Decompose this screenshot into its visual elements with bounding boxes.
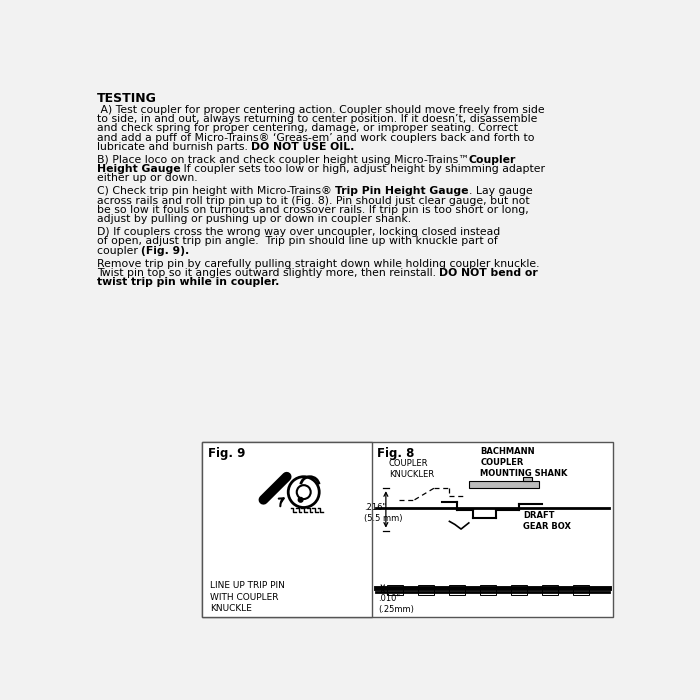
Circle shape xyxy=(298,498,303,502)
Text: Trip Pin Height Gauge: Trip Pin Height Gauge xyxy=(335,186,469,197)
FancyArrowPatch shape xyxy=(279,498,284,506)
Text: lubricate and burnish parts.: lubricate and burnish parts. xyxy=(97,141,251,152)
Bar xyxy=(449,584,465,595)
Bar xyxy=(542,584,558,595)
Text: DO NOT USE OIL.: DO NOT USE OIL. xyxy=(251,141,355,152)
Text: C) Check trip pin height with Micro-Trains®: C) Check trip pin height with Micro-Trai… xyxy=(97,186,335,197)
Text: Fig. 8: Fig. 8 xyxy=(377,447,414,460)
Text: .010"
(.25mm): .010" (.25mm) xyxy=(378,594,414,614)
Text: either up or down.: either up or down. xyxy=(97,174,197,183)
Text: of open, adjust trip pin angle.  Trip pin should line up with knuckle part of: of open, adjust trip pin angle. Trip pin… xyxy=(97,237,498,246)
Text: BACHMANN
COUPLER
MOUNTING SHANK: BACHMANN COUPLER MOUNTING SHANK xyxy=(480,447,568,478)
Text: . Lay gauge: . Lay gauge xyxy=(469,186,533,197)
Text: COUPLER
KNUCKLER: COUPLER KNUCKLER xyxy=(389,459,434,479)
Bar xyxy=(419,584,434,595)
Text: Coupler: Coupler xyxy=(469,155,517,164)
Text: D) If couplers cross the wrong way over uncoupler, locking closed instead: D) If couplers cross the wrong way over … xyxy=(97,228,500,237)
Text: and check spring for proper centering, damage, or improper seating. Correct: and check spring for proper centering, d… xyxy=(97,123,518,133)
Text: be so low it fouls on turnouts and crossover rails. If trip pin is too short or : be so low it fouls on turnouts and cross… xyxy=(97,205,528,215)
Bar xyxy=(512,584,527,595)
Text: Twist pin top so it angles outward slightly more, then reinstall.: Twist pin top so it angles outward sligh… xyxy=(97,268,440,278)
Text: DO NOT bend or: DO NOT bend or xyxy=(440,268,538,278)
Bar xyxy=(202,442,372,617)
Text: If coupler sets too low or high, adjust height by shimming adapter: If coupler sets too low or high, adjust … xyxy=(181,164,545,174)
Text: twist trip pin while in coupler.: twist trip pin while in coupler. xyxy=(97,277,279,287)
Text: Remove trip pin by carefully pulling straight down while holding coupler knuckle: Remove trip pin by carefully pulling str… xyxy=(97,259,539,269)
Bar xyxy=(387,584,403,595)
Bar xyxy=(480,584,496,595)
Bar xyxy=(573,584,589,595)
Text: across rails and roll trip pin up to it (Fig. 8). Pin should just clear gauge, b: across rails and roll trip pin up to it … xyxy=(97,195,529,206)
Text: to side, in and out, always returning to center position. If it doesn’t, disasse: to side, in and out, always returning to… xyxy=(97,114,537,124)
Text: LINE UP TRIP PIN
WITH COUPLER
KNUCKLE: LINE UP TRIP PIN WITH COUPLER KNUCKLE xyxy=(210,582,285,613)
Text: DRAFT
GEAR BOX: DRAFT GEAR BOX xyxy=(523,511,571,531)
Text: B) Place loco on track and check coupler height using Micro-Trains™: B) Place loco on track and check coupler… xyxy=(97,155,469,165)
Bar xyxy=(469,480,538,489)
Text: .216"
(5.5 mm): .216" (5.5 mm) xyxy=(364,503,402,524)
Text: and add a puff of Micro-Trains® ‘Greas-em’ and work couplers back and forth to: and add a puff of Micro-Trains® ‘Greas-e… xyxy=(97,132,534,143)
Bar xyxy=(202,442,613,617)
Text: adjust by pulling or pushing up or down in coupler shank.: adjust by pulling or pushing up or down … xyxy=(97,214,411,224)
Text: (Fig. 9).: (Fig. 9). xyxy=(141,246,190,256)
Text: Height Gauge: Height Gauge xyxy=(97,164,181,174)
Text: Fig. 9: Fig. 9 xyxy=(208,447,245,460)
Bar xyxy=(523,477,532,480)
Text: coupler: coupler xyxy=(97,246,141,256)
Text: A) Test coupler for proper centering action. Coupler should move freely from sid: A) Test coupler for proper centering act… xyxy=(97,105,545,115)
Text: TESTING: TESTING xyxy=(97,92,157,105)
